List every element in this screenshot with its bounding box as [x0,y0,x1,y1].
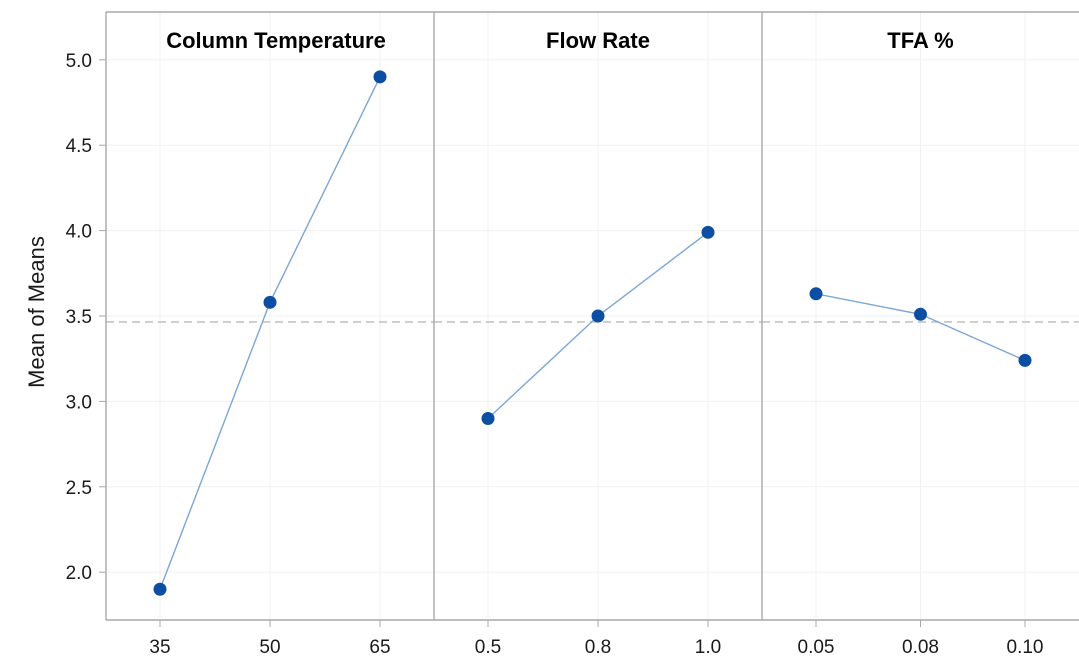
data-point [701,225,715,239]
panel-title: TFA % [887,28,953,53]
panel-title: Column Temperature [166,28,386,53]
x-tick-label: 0.10 [1007,637,1044,658]
data-point [809,287,823,301]
x-tick-label: 0.5 [475,637,501,658]
frame-layer [99,11,1079,627]
x-tick-label: 35 [149,637,170,658]
panel-title: Flow Rate [546,28,650,53]
data-point [1018,353,1032,367]
y-tick-label: 2.5 [66,478,92,499]
x-tick-label: 0.8 [585,637,611,658]
x-tick-label: 0.05 [798,637,835,658]
y-tick-label: 3.5 [66,307,92,328]
data-point [591,309,605,323]
grid-layer [106,12,1079,620]
y-tick-label: 4.0 [66,222,92,243]
x-tick-label: 1.0 [695,637,721,658]
x-tick-label: 50 [259,637,280,658]
y-tick-label: 5.0 [66,51,92,72]
y-tick-label: 3.0 [66,392,92,413]
x-tick-label: 0.08 [902,637,939,658]
data-point [373,70,387,84]
data-point [914,307,927,321]
y-axis-title: Mean of Means [24,236,49,388]
data-point [153,582,167,596]
series-layer [153,70,1032,596]
x-tick-label: 65 [369,637,390,658]
y-tick-label: 4.5 [66,136,92,157]
label-layer: Mean of Means 2.0 2.5 3.0 3.5 4.0 4.5 5.0 35 50 6… [24,28,1043,658]
y-tick-label: 2.0 [66,563,92,584]
data-point [263,295,277,309]
data-point [481,411,495,425]
